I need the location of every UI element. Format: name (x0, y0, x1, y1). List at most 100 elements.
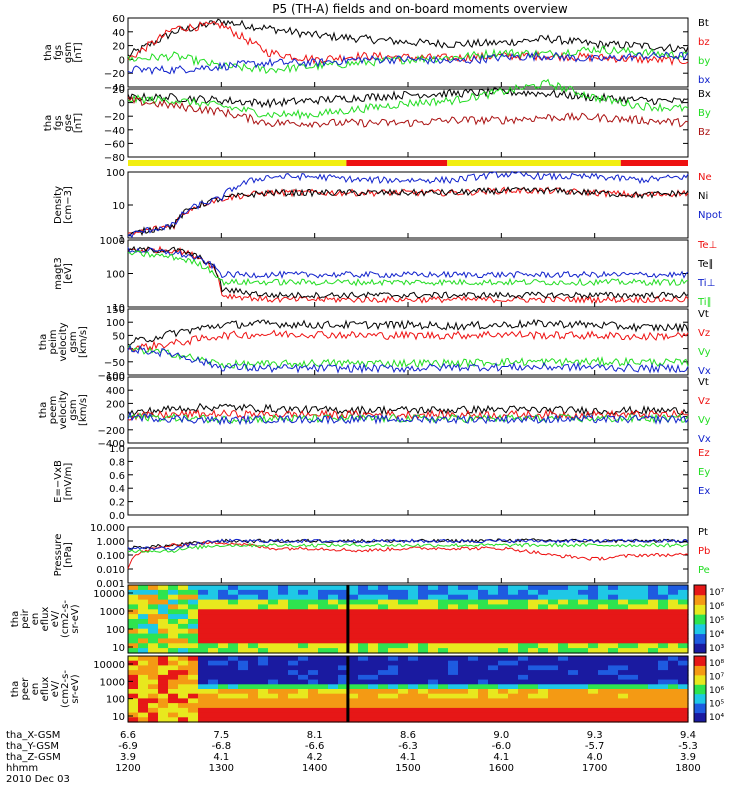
spectrogram-cell (228, 660, 239, 666)
colorbar-segment (694, 665, 706, 676)
spectrogram-cell (318, 712, 329, 718)
spectrogram-cell (388, 609, 399, 615)
spectrogram-cell (358, 599, 369, 606)
spectrogram-cell (418, 585, 429, 591)
series-vx-line (127, 411, 689, 426)
spectrogram-cell (518, 665, 529, 671)
spectrogram-cell (638, 693, 649, 699)
spectrogram-cell (258, 633, 269, 640)
spectrogram-cell (368, 585, 379, 591)
spectrogram-cell (438, 585, 449, 591)
spectrogram-cell (678, 712, 689, 718)
ephemeris-value: 9.0 (493, 730, 509, 741)
spectrogram-cell (218, 589, 229, 596)
spectrogram-cell (588, 648, 599, 654)
spectrogram-cell (638, 638, 649, 644)
spectrogram-cell (388, 619, 399, 625)
spectrogram-cell (628, 628, 639, 635)
spectrogram-cell (218, 614, 229, 620)
spectrogram-cell (178, 589, 189, 596)
spectrogram-cell (458, 707, 469, 714)
spectrogram-cell (438, 670, 449, 676)
spectrogram-cell (308, 689, 319, 695)
spectrogram-cell (158, 684, 169, 690)
spectrogram-cell (448, 633, 459, 640)
spectrogram-cell (258, 717, 269, 723)
spectrogram-cell (228, 594, 239, 601)
spectrogram-cell (598, 670, 609, 676)
spectrogram-cell (398, 693, 409, 699)
spectrogram-cell (378, 717, 389, 723)
spectrogram-cell (268, 589, 279, 596)
spectrogram-cell (648, 689, 659, 695)
spectrogram-cell (358, 633, 369, 640)
spectrogram-cell (128, 585, 139, 591)
spectrogram-cell (258, 693, 269, 699)
spectrogram-cell (138, 638, 149, 644)
spectrogram-cell (498, 703, 509, 709)
spectrogram-cell (608, 589, 619, 596)
spectrogram-cell (478, 670, 489, 676)
spectrogram-cell (568, 643, 579, 649)
legend-by: By (698, 108, 711, 119)
spectrogram-cell (278, 643, 289, 649)
spectrogram-cell (668, 665, 679, 671)
spectrogram-cell (398, 665, 409, 671)
spectrogram-cell (238, 589, 249, 596)
spectrogram-cell (498, 585, 509, 591)
spectrogram-cell (588, 684, 599, 690)
spectrogram-cell (358, 717, 369, 723)
ephemeris-value: 1800 (675, 763, 700, 774)
spectrogram-cell (168, 648, 179, 654)
spectrogram-cell (398, 594, 409, 601)
spectrogram-cell (318, 589, 329, 596)
spectrogram-cell (228, 614, 239, 620)
spectrogram-cell (378, 670, 389, 676)
spectrogram-cell (468, 707, 479, 714)
spectrogram-cell (568, 589, 579, 596)
spectrogram-cell (178, 604, 189, 610)
spectrogram-cell (648, 707, 659, 714)
spectrogram-cell (488, 707, 499, 714)
spectrogram-cell (658, 589, 669, 596)
spectrogram-cell (658, 693, 669, 699)
legend-vy: Vy (698, 347, 711, 358)
spectrogram-cell (588, 660, 599, 666)
spectrogram-cell (428, 594, 439, 601)
spectrogram-cell (368, 693, 379, 699)
spectrogram-cell (458, 670, 469, 676)
spectrogram-cell (218, 703, 229, 709)
spectrogram-cell (368, 604, 379, 610)
y-tick-label: −80 (104, 153, 125, 164)
spectrogram-cell (538, 670, 549, 676)
colorbar-segment (694, 585, 706, 596)
spectrogram-cell (408, 599, 419, 606)
spectrogram-cell (458, 703, 469, 709)
spectrogram-cell (138, 633, 149, 640)
spectrogram-cell (628, 585, 639, 591)
spectrogram-cell (558, 712, 569, 718)
spectrogram-cell (178, 679, 189, 685)
spectrogram-cell (628, 665, 639, 671)
legend-bx: Bx (698, 89, 711, 100)
y-axis-label-line: peir (20, 608, 31, 628)
spectrogram-cell (188, 703, 199, 709)
spectrogram-cell (128, 648, 139, 654)
spectrogram-cell (218, 693, 229, 699)
spectrogram-cell (198, 679, 209, 685)
spectrogram-cell (328, 684, 339, 690)
y-tick-label: 100 (106, 168, 125, 179)
spectrogram-cell (288, 604, 299, 610)
spectrogram-cell (288, 638, 299, 644)
spectrogram-cell (228, 670, 239, 676)
spectrogram-cell (678, 689, 689, 695)
spectrogram-cell (158, 703, 169, 709)
spectrogram-cell (458, 589, 469, 596)
y-tick-label: 10.000 (90, 523, 125, 534)
colorbar-frame (693, 584, 707, 654)
spectrogram-cell (478, 674, 489, 681)
spectrogram-cell (268, 619, 279, 625)
spectrogram-cell (398, 684, 409, 690)
spectrogram-cell (668, 674, 679, 681)
spectrogram-cell (678, 628, 689, 635)
